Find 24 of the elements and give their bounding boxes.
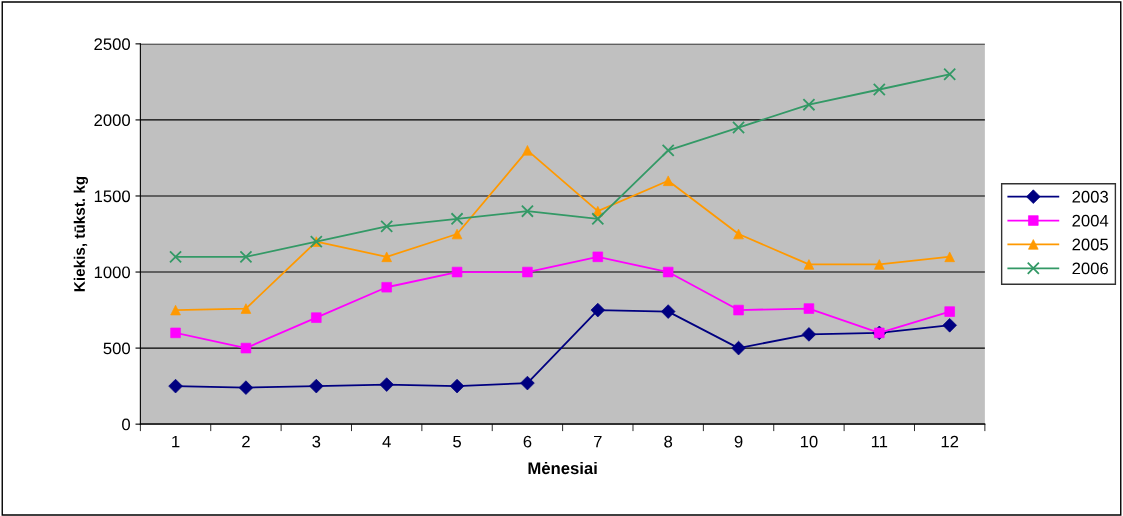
x-tick-label: 10 [800,435,818,448]
y-tick-label: 1000 [94,266,130,279]
x-tick-label: 5 [453,435,461,448]
x-tick-label: 3 [312,435,321,448]
y-axis-title: Kiekis, tūkst. kg [73,176,89,292]
y-tick-label: 2500 [94,38,130,51]
x-tick-label: 2 [242,435,250,448]
x-tick-label: 4 [382,435,391,448]
x-tick-label: 7 [594,435,602,448]
x-tick-label: 6 [523,435,532,448]
x-axis-title: Mėnesiai [528,461,597,475]
x-tick-label: 9 [734,435,743,448]
x-tick-label: 1 [172,435,180,448]
x-tick-label: 11 [871,435,888,448]
y-tick-label: 500 [103,342,130,355]
x-tick-label: 8 [664,435,673,448]
legend-label: 2003 [1072,190,1108,203]
x-tick-label: 12 [941,435,959,448]
y-tick-label: 0 [122,418,130,431]
legend-label: 2005 [1072,238,1109,251]
legend-label: 2006 [1072,262,1108,275]
legend-label: 2004 [1072,214,1109,227]
y-tick-label: 2000 [94,114,130,127]
y-tick-label: 1500 [94,190,130,203]
